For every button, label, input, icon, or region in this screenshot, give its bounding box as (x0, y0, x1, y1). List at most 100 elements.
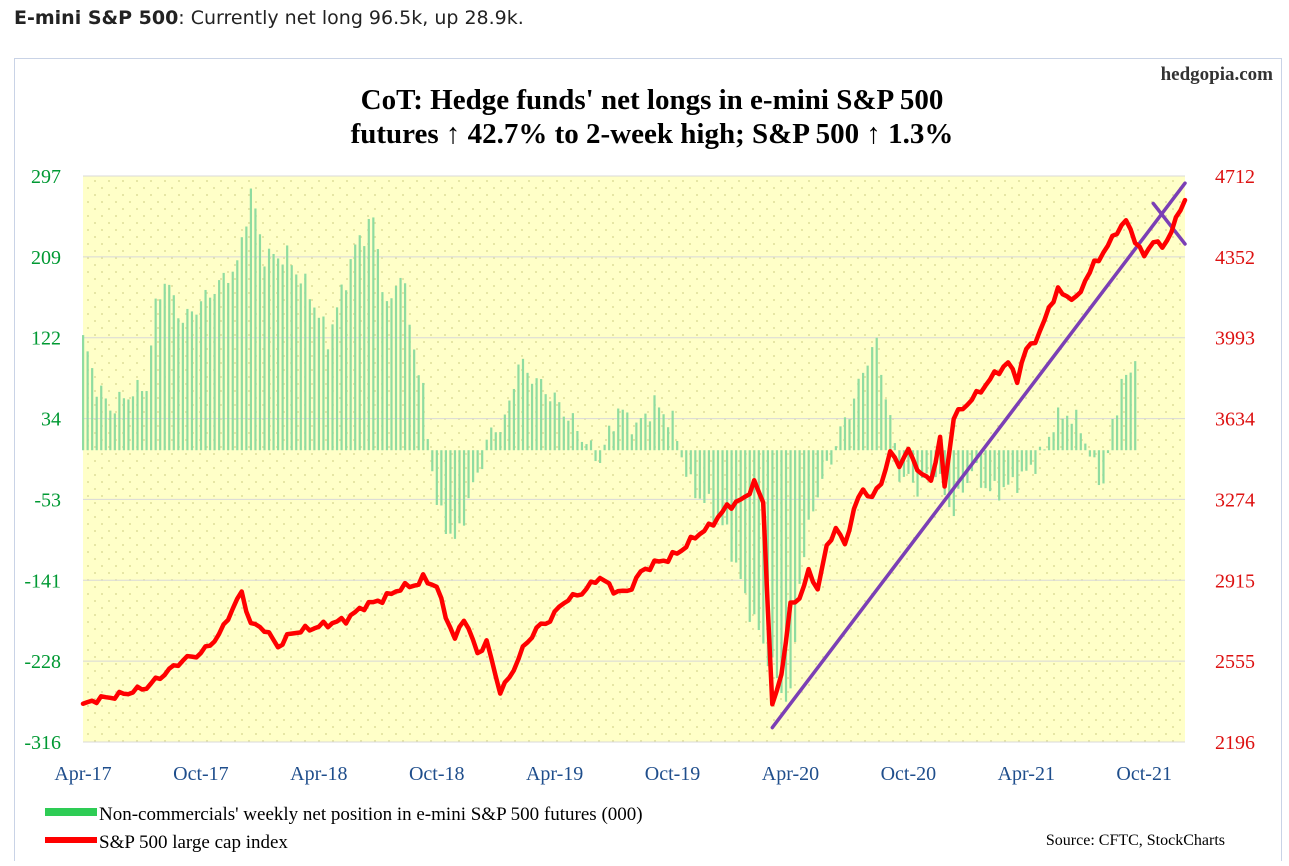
net-position-bar (771, 450, 774, 658)
net-position-bar (163, 283, 166, 451)
net-position-bar (422, 382, 425, 451)
sp500-line (80, 197, 1188, 707)
net-position-bar (240, 237, 243, 451)
net-position-bar (385, 301, 389, 451)
net-position-bar (113, 413, 116, 451)
net-position-bar (540, 379, 543, 451)
net-position-bar (1093, 450, 1096, 458)
net-position-bar (390, 298, 393, 451)
net-position-bar (757, 450, 760, 631)
net-position-bar (993, 450, 996, 481)
net-position-bar (648, 421, 652, 451)
net-position-bar (254, 208, 257, 451)
net-position-bar (744, 450, 747, 594)
net-position-bar (530, 383, 534, 451)
net-position-bar (218, 280, 221, 451)
chart-title-line1: CoT: Hedge funds' net longs in e-mini S&… (361, 84, 944, 116)
net-position-bar (739, 450, 742, 580)
net-position-bar (1134, 361, 1137, 451)
net-position-bar (503, 414, 506, 451)
right-tick-label: 3993 (1215, 328, 1255, 350)
net-position-bar (281, 264, 284, 451)
chart-title-line2: futures ↑ 42.7% to 2-week high; S&P 500 … (351, 118, 954, 150)
net-position-bar (807, 450, 810, 520)
net-position-bar (630, 434, 633, 451)
net-position-bar (585, 444, 588, 451)
net-position-bar (490, 427, 493, 451)
net-position-bar (635, 422, 638, 451)
net-position-bar (603, 444, 606, 451)
net-position-bar (286, 245, 289, 451)
net-position-bar (335, 307, 339, 451)
commentary-line: E-mini S&P 500: Currently net long 96.5k… (14, 7, 524, 29)
net-position-bar (889, 415, 892, 451)
net-position-bar (1079, 433, 1082, 451)
net-position-bar (698, 450, 701, 499)
net-position-bar (871, 347, 874, 451)
net-position-bar (521, 358, 525, 451)
net-position-bar (930, 450, 933, 476)
left-tick-label: 122 (31, 328, 61, 350)
net-position-bar (1011, 450, 1014, 478)
net-position-bar (472, 450, 475, 483)
net-position-bar (367, 218, 370, 451)
net-position-bar (612, 431, 615, 451)
net-position-bar (639, 418, 643, 451)
net-position-bar (376, 249, 379, 451)
net-position-bar (961, 450, 964, 493)
net-position-bar (653, 395, 656, 451)
net-position-bar (571, 413, 574, 451)
net-position-bar (1129, 372, 1132, 451)
x-tick-label: Oct-18 (409, 763, 465, 785)
net-position-bar (440, 450, 443, 506)
net-position-bar (884, 399, 887, 451)
net-position-bar (821, 450, 824, 479)
net-position-bar (834, 446, 838, 451)
net-position-bar (716, 450, 720, 520)
net-position-bar (444, 450, 447, 534)
net-position-bar (109, 410, 112, 451)
x-tick-label: Apr-17 (54, 763, 111, 785)
right-tick-label: 3274 (1215, 489, 1255, 511)
net-position-bar (208, 297, 212, 451)
net-position-bar (780, 450, 783, 694)
net-position-bar (1016, 450, 1019, 493)
net-position-bar (843, 417, 847, 451)
net-position-bar (431, 450, 434, 472)
net-position-bar (735, 450, 738, 563)
net-position-bar (413, 349, 416, 451)
net-position-bar (485, 439, 488, 451)
net-position-bar (476, 450, 479, 473)
commentary-text: : Currently net long 96.5k, up 28.9k. (178, 7, 524, 29)
net-position-bar (875, 337, 878, 451)
net-position-bar (95, 396, 98, 451)
net-position-bar (512, 388, 516, 451)
net-position-bar (689, 450, 692, 475)
net-position-bar (190, 311, 194, 451)
net-position-bar (1066, 415, 1069, 451)
net-position-bar (1106, 450, 1110, 454)
net-position-bar (1084, 443, 1087, 451)
net-position-bar (340, 284, 343, 451)
legend-bar-swatch (45, 808, 97, 816)
net-position-bar (798, 450, 801, 584)
net-position-bar (621, 409, 624, 451)
left-tick-label: 209 (31, 247, 61, 269)
net-position-bar (517, 364, 520, 451)
legend-line-swatch (45, 837, 97, 843)
net-position-bar (199, 301, 203, 451)
net-position-bar (150, 345, 153, 451)
net-position-bar (1038, 446, 1042, 451)
net-position-bar (372, 217, 375, 451)
net-position-bar (988, 450, 992, 492)
net-position-bar (1034, 450, 1037, 474)
net-position-bar (313, 307, 316, 451)
net-position-bar (195, 314, 198, 451)
net-position-bar (277, 258, 280, 451)
left-tick-label: -316 (24, 732, 61, 754)
net-position-bar (657, 407, 661, 451)
net-position-bar (100, 385, 103, 451)
right-tick-label: 4712 (1215, 166, 1255, 188)
net-position-bar (979, 450, 983, 488)
net-position-bar (925, 450, 928, 474)
